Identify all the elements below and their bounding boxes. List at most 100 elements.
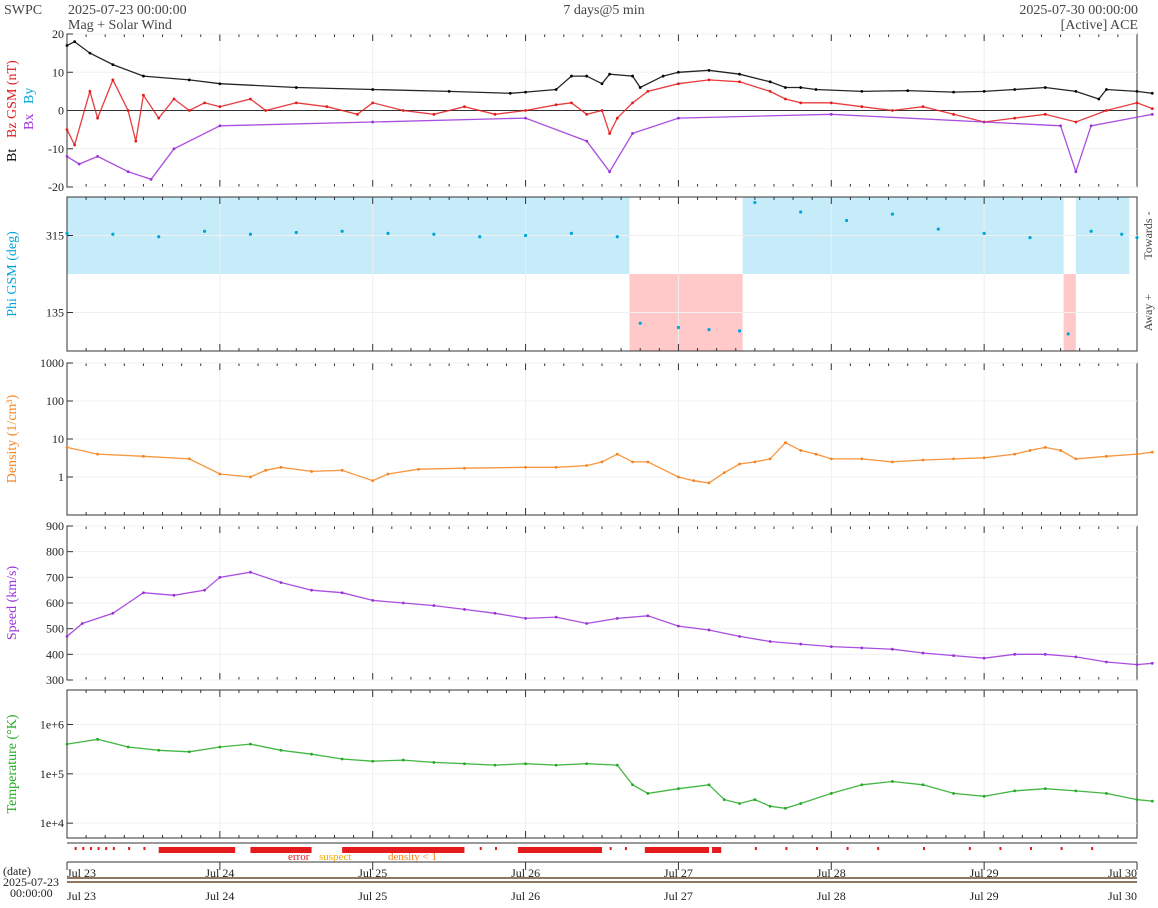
data-point bbox=[524, 109, 527, 112]
error-tick bbox=[89, 847, 92, 850]
data-point bbox=[249, 742, 252, 746]
data-point bbox=[401, 758, 405, 762]
data-point bbox=[310, 588, 313, 592]
data-point bbox=[172, 97, 176, 101]
data-point bbox=[73, 143, 77, 147]
data-point bbox=[638, 86, 642, 89]
data-point bbox=[65, 742, 69, 746]
data-point bbox=[860, 646, 864, 650]
data-point bbox=[1089, 124, 1093, 128]
data-point bbox=[952, 90, 955, 94]
span-label: 7 days@5 min bbox=[563, 3, 644, 18]
data-point bbox=[554, 615, 558, 619]
phi-point bbox=[638, 321, 642, 325]
data-point bbox=[677, 475, 680, 479]
data-point bbox=[1028, 449, 1032, 452]
data-point bbox=[111, 63, 115, 66]
data-point bbox=[187, 750, 191, 754]
data-point bbox=[738, 634, 741, 638]
data-point bbox=[340, 591, 344, 595]
error-range bbox=[250, 847, 312, 853]
y-tick-label: 10 bbox=[52, 432, 64, 446]
date-tick-label-upper: Jul 24 bbox=[205, 866, 234, 880]
phi-point bbox=[676, 325, 681, 330]
bz-label: Bz GSM (nT) bbox=[5, 60, 20, 138]
phi-point bbox=[936, 227, 940, 231]
data-point bbox=[249, 97, 252, 101]
date-value: 2025-07-23 bbox=[3, 875, 59, 889]
data-point bbox=[891, 780, 894, 783]
data-point bbox=[279, 465, 283, 469]
data-point bbox=[218, 105, 222, 109]
legend-error: error bbox=[288, 851, 310, 863]
data-point bbox=[1074, 120, 1078, 124]
data-point bbox=[1135, 798, 1139, 802]
data-point bbox=[608, 72, 612, 76]
panel-temperature: 1e+4 1e+5 1e+6 Temperature (°K) bbox=[5, 689, 1154, 839]
data-point bbox=[784, 441, 787, 445]
series-bx bbox=[66, 113, 1153, 181]
data-point bbox=[1059, 449, 1062, 452]
phi-point bbox=[615, 235, 619, 239]
data-point bbox=[661, 74, 665, 78]
data-point bbox=[1150, 450, 1154, 454]
data-point bbox=[249, 475, 252, 479]
data-point bbox=[187, 109, 191, 112]
data-point bbox=[600, 82, 604, 86]
data-point bbox=[906, 89, 910, 93]
data-point bbox=[1043, 112, 1047, 116]
y-tick-label: 20 bbox=[52, 27, 64, 41]
series-bt bbox=[66, 40, 1153, 100]
data-point bbox=[829, 645, 833, 649]
data-point bbox=[860, 783, 864, 787]
y-tick-label: 1000 bbox=[40, 356, 64, 370]
data-point bbox=[722, 471, 726, 475]
data-point bbox=[1074, 170, 1078, 174]
data-point bbox=[65, 155, 69, 158]
error-range bbox=[644, 847, 709, 853]
data-point bbox=[1150, 112, 1154, 116]
data-point bbox=[463, 608, 466, 611]
date-tick-label-lower: Jul 23 bbox=[67, 889, 96, 903]
data-point bbox=[921, 783, 925, 787]
data-point bbox=[340, 757, 344, 761]
phi-point bbox=[1066, 332, 1070, 336]
data-point bbox=[463, 762, 466, 766]
data-point bbox=[1105, 454, 1108, 458]
data-point bbox=[218, 82, 222, 86]
data-point bbox=[799, 802, 803, 805]
data-point bbox=[371, 599, 375, 602]
y-tick-label: 1e+6 bbox=[40, 717, 64, 731]
data-point bbox=[493, 763, 497, 767]
data-point bbox=[401, 601, 405, 605]
data-point bbox=[371, 120, 375, 124]
data-point bbox=[65, 446, 69, 449]
data-point bbox=[325, 105, 329, 109]
data-point bbox=[860, 457, 864, 461]
data-point bbox=[707, 68, 711, 72]
data-point bbox=[677, 116, 680, 120]
data-point bbox=[73, 40, 77, 44]
phi-point bbox=[1135, 236, 1139, 240]
data-point bbox=[1013, 116, 1017, 120]
data-point bbox=[142, 591, 145, 595]
speed-series bbox=[66, 571, 1153, 666]
y-tick-label: 10 bbox=[52, 65, 64, 79]
phi-point bbox=[478, 235, 482, 239]
y-tick-label: 300 bbox=[46, 673, 64, 687]
data-point bbox=[432, 112, 436, 116]
error-tick bbox=[112, 847, 115, 850]
data-point bbox=[585, 762, 589, 766]
mag-ylabel: Bt Bz GSM (nT) Bx By bbox=[5, 60, 37, 162]
data-point bbox=[310, 752, 313, 756]
data-point bbox=[279, 748, 283, 752]
data-point bbox=[463, 105, 466, 109]
y-tick-label: 800 bbox=[46, 545, 64, 559]
data-point bbox=[142, 454, 145, 458]
data-point bbox=[294, 86, 298, 89]
data-point bbox=[80, 622, 84, 625]
data-point bbox=[677, 70, 680, 74]
data-point bbox=[524, 617, 527, 620]
error-tick bbox=[624, 847, 627, 850]
data-point bbox=[1150, 107, 1154, 110]
